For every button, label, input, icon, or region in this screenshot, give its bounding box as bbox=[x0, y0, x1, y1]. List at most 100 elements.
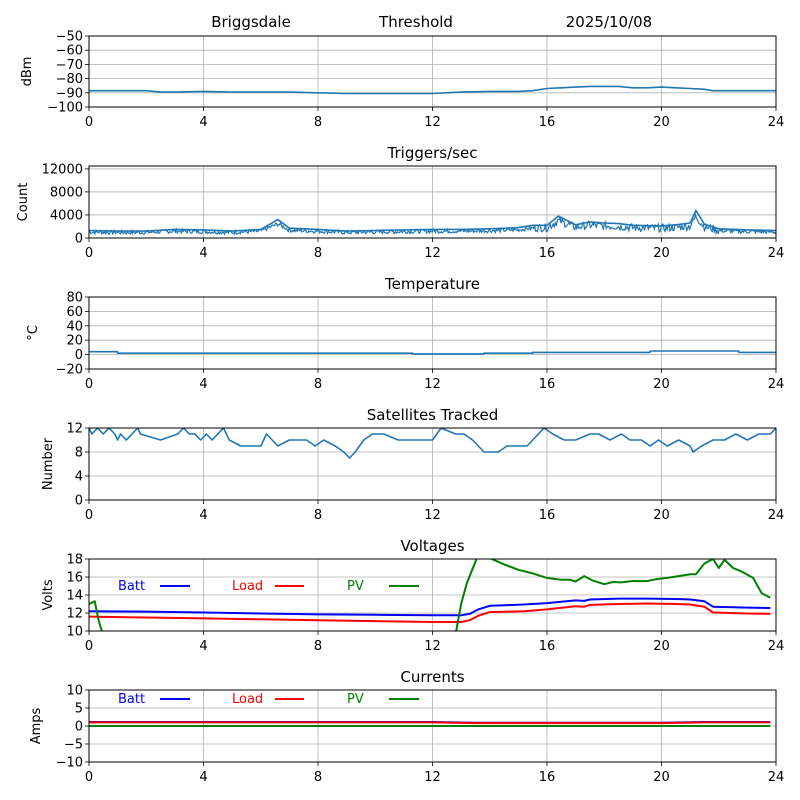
y-tick-label: 12000 bbox=[42, 162, 83, 177]
panel-title: Triggers/sec bbox=[387, 144, 478, 162]
x-tick-label: 4 bbox=[199, 377, 207, 392]
y-axis-label: Number bbox=[41, 437, 56, 490]
x-tick-label: 0 bbox=[85, 115, 93, 130]
y-tick-label: 16 bbox=[66, 571, 83, 586]
x-tick-label: 0 bbox=[85, 770, 93, 785]
x-tick-label: 24 bbox=[768, 115, 785, 130]
y-tick-label: 10 bbox=[66, 625, 83, 640]
y-tick-label: −20 bbox=[56, 363, 83, 378]
legend-label-load: Load bbox=[232, 692, 263, 707]
x-tick-label: 16 bbox=[539, 377, 556, 392]
y-tick-label: 0 bbox=[75, 494, 83, 509]
x-tick-label: 12 bbox=[424, 115, 441, 130]
x-tick-label: 4 bbox=[199, 115, 207, 130]
series-line-load bbox=[89, 721, 771, 725]
x-tick-label: 8 bbox=[314, 377, 322, 392]
series-line-triggers bbox=[89, 209, 776, 232]
y-tick-label: −5 bbox=[64, 738, 83, 753]
y-tick-label: −80 bbox=[56, 72, 83, 87]
y-tick-label: 4000 bbox=[50, 208, 83, 223]
legend-label-pv: PV bbox=[347, 692, 364, 707]
series-line-satellites bbox=[89, 428, 776, 459]
legend-label-pv: PV bbox=[347, 579, 364, 594]
x-tick-label: 20 bbox=[653, 246, 670, 261]
panel-title: Temperature bbox=[384, 275, 480, 293]
x-tick-label: 8 bbox=[314, 508, 322, 523]
y-axis-label: dBm bbox=[20, 57, 35, 87]
header-station: Briggsdale bbox=[211, 13, 291, 31]
x-tick-label: 24 bbox=[768, 377, 785, 392]
y-tick-label: −100 bbox=[47, 101, 83, 116]
header-date: 2025/10/08 bbox=[566, 13, 652, 31]
x-tick-label: 4 bbox=[199, 508, 207, 523]
x-tick-label: 0 bbox=[85, 377, 93, 392]
y-tick-label: −50 bbox=[56, 30, 83, 45]
x-tick-label: 0 bbox=[85, 508, 93, 523]
x-tick-label: 20 bbox=[653, 377, 670, 392]
y-tick-label: −60 bbox=[56, 44, 83, 59]
y-tick-label: 0 bbox=[75, 720, 83, 735]
x-tick-label: 20 bbox=[653, 508, 670, 523]
y-tick-label: 14 bbox=[66, 589, 83, 604]
legend-label-load: Load bbox=[232, 579, 263, 594]
x-tick-label: 20 bbox=[653, 770, 670, 785]
x-tick-label: 8 bbox=[314, 770, 322, 785]
series-noise-triggers bbox=[89, 212, 776, 236]
x-tick-label: 24 bbox=[768, 246, 785, 261]
panel-currents: 0 4 8 12 16 20 24 −10 −5 0 5 10 Currents Amps Batt Load… bbox=[29, 668, 784, 785]
y-tick-label: 60 bbox=[66, 305, 83, 320]
x-tick-label: 16 bbox=[539, 639, 556, 654]
panel-triggers: 0 4 8 12 16 20 24 0 4000 8000 12000 Triggers/sec Cou… bbox=[16, 144, 784, 261]
x-tick-label: 12 bbox=[424, 377, 441, 392]
y-tick-label: 0 bbox=[75, 232, 83, 247]
y-tick-label: 0 bbox=[75, 348, 83, 363]
panel-title: Currents bbox=[400, 668, 464, 686]
series-line-load bbox=[89, 602, 771, 623]
x-tick-label: 12 bbox=[424, 246, 441, 261]
x-tick-label: 4 bbox=[199, 639, 207, 654]
y-tick-label: 8 bbox=[75, 446, 83, 461]
x-tick-label: 20 bbox=[653, 639, 670, 654]
legend-label-batt: Batt bbox=[118, 692, 145, 707]
y-tick-label: 20 bbox=[66, 334, 83, 349]
y-tick-label: 12 bbox=[66, 607, 83, 622]
panel-title: Voltages bbox=[400, 537, 464, 555]
y-tick-label: 12 bbox=[66, 422, 83, 437]
x-tick-label: 20 bbox=[653, 115, 670, 130]
x-tick-label: 24 bbox=[768, 639, 785, 654]
x-tick-label: 16 bbox=[539, 246, 556, 261]
panel-threshold: 0 4 8 12 16 20 24 −100−90−80−70−60−50 dBm bbox=[20, 30, 784, 131]
x-tick-label: 12 bbox=[424, 770, 441, 785]
y-tick-label: 18 bbox=[66, 553, 83, 568]
series-line-pv bbox=[89, 559, 771, 631]
panel-voltages: 0 4 8 12 16 20 24 10 12 14 16 18 Voltages Volts Batt Lo… bbox=[41, 537, 784, 654]
series-line-threshold bbox=[89, 85, 776, 95]
x-tick-label: 12 bbox=[424, 508, 441, 523]
y-axis-label: °C bbox=[26, 325, 41, 341]
x-tick-label: 8 bbox=[314, 246, 322, 261]
x-tick-label: 8 bbox=[314, 115, 322, 130]
panel-title: Satellites Tracked bbox=[367, 406, 498, 424]
y-axis-label: Amps bbox=[29, 707, 44, 744]
x-tick-label: 0 bbox=[85, 639, 93, 654]
x-tick-label: 16 bbox=[539, 770, 556, 785]
y-tick-label: 5 bbox=[75, 702, 83, 717]
x-tick-label: 8 bbox=[314, 639, 322, 654]
header-mode: Threshold bbox=[378, 13, 453, 31]
x-tick-label: 0 bbox=[85, 246, 93, 261]
x-tick-label: 12 bbox=[424, 639, 441, 654]
y-tick-label: 8000 bbox=[50, 185, 83, 200]
y-tick-label: −90 bbox=[56, 86, 83, 101]
panel-satellites: 0 4 8 12 16 20 24 0 4 8 12 Satellites Tracked Number bbox=[41, 406, 784, 523]
x-tick-label: 16 bbox=[539, 508, 556, 523]
x-tick-label: 24 bbox=[768, 508, 785, 523]
y-axis-label: Count bbox=[16, 183, 31, 222]
series-line-batt bbox=[89, 597, 771, 617]
y-tick-label: 4 bbox=[75, 470, 83, 485]
y-tick-label: 10 bbox=[66, 684, 83, 699]
y-tick-label: 40 bbox=[66, 319, 83, 334]
legend-label-batt: Batt bbox=[118, 579, 145, 594]
